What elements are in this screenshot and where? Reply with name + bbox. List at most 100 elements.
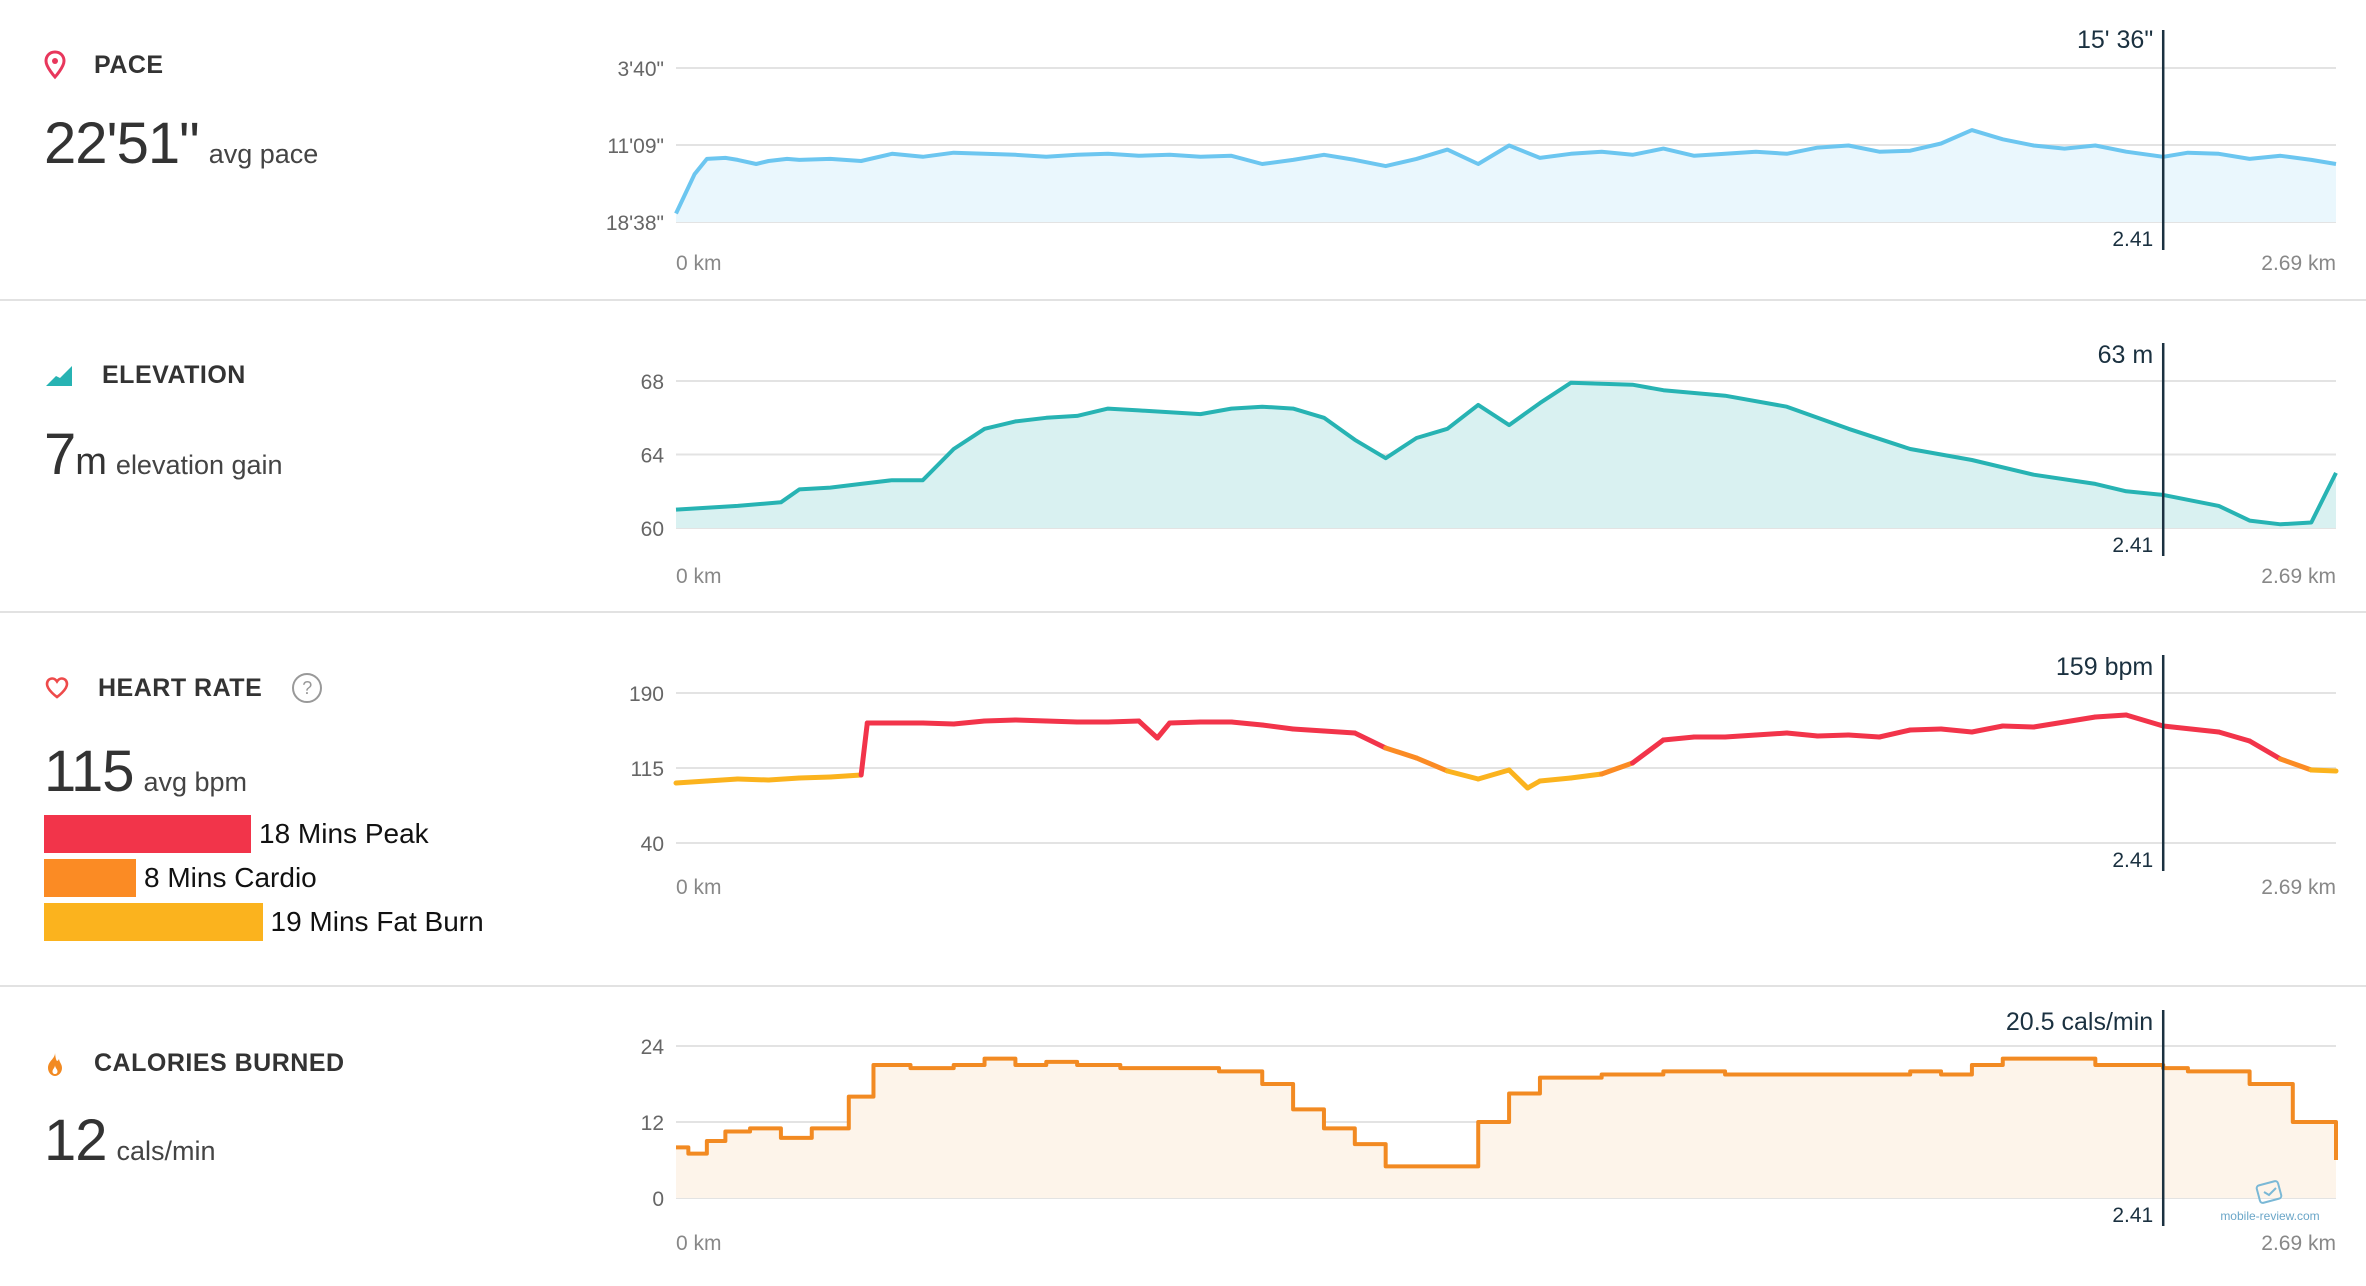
heart-rate-line-segment xyxy=(1012,717,1049,724)
elevation-section: ELEVATION 7 m elevation gain xyxy=(0,301,2366,611)
zone-fat-burn-bar xyxy=(44,903,263,941)
cursor-km-label: 2.41 xyxy=(2112,849,2153,872)
heart-rate-chart: 190 115 40 0 km 2.69 km 159 bpm 2.41 xyxy=(629,653,2339,899)
zone-fat-burn: 19 Mins Fat Burn xyxy=(44,900,484,944)
heart-rate-line-segment xyxy=(735,776,772,783)
x-start-label: 0 km xyxy=(676,1232,722,1255)
y-tick-label: 0 xyxy=(652,1188,664,1211)
heart-rate-header: HEART RATE ? xyxy=(44,673,323,703)
heart-rate-line-segment xyxy=(673,778,710,786)
heart-rate-line-segment xyxy=(1228,719,1265,728)
heart-rate-line-segment xyxy=(1599,760,1636,777)
pace-value-row: 22'51" avg pace xyxy=(44,110,318,177)
elevation-title: ELEVATION xyxy=(102,361,246,389)
heart-rate-section: HEART RATE ? 115 avg bpm 18 Mins Peak 8 … xyxy=(0,613,2366,985)
divider xyxy=(0,299,2366,301)
calories-section: CALORIES BURNED 12 cals/min xyxy=(0,987,2366,1286)
heart-rate-line-segment xyxy=(2061,714,2098,725)
y-tick-label: 11'09" xyxy=(607,135,664,158)
pace-title: PACE xyxy=(94,50,164,79)
pace-area xyxy=(676,130,2336,222)
elevation-chart: 68 64 60 0 km 2.69 km 63 m 2.41 xyxy=(641,341,2338,588)
x-end-label: 2.69 km xyxy=(2261,876,2336,899)
heart-rate-line-segment xyxy=(2216,729,2253,744)
mountain-icon xyxy=(46,365,72,386)
help-icon[interactable]: ? xyxy=(292,673,323,703)
zone-cardio-bar xyxy=(44,859,136,897)
elevation-value-row: 7 m elevation gain xyxy=(44,421,283,488)
heart-rate-line-segment xyxy=(1876,727,1913,740)
zone-peak-bar xyxy=(44,815,251,853)
heart-rate-line-segment xyxy=(1753,730,1790,738)
heart-rate-line-segment xyxy=(1938,726,1975,735)
elevation-unit: elevation gain xyxy=(115,450,283,480)
heart-rate-line-segment xyxy=(827,772,864,780)
heart-rate-line-segment xyxy=(920,720,957,727)
heart-rate-line-segment xyxy=(2000,723,2037,730)
x-end-label: 2.69 km xyxy=(2261,1232,2336,1255)
heart-rate-title: HEART RATE xyxy=(98,673,263,702)
x-start-label: 0 km xyxy=(676,565,722,588)
heart-rate-line-segment xyxy=(1290,726,1327,734)
calories-value: 12 xyxy=(44,1108,108,1173)
y-tick-label: 40 xyxy=(641,833,664,856)
heart-rate-line-segment xyxy=(1105,718,1142,725)
heart-rate-line-segment xyxy=(1815,732,1851,739)
watermark: mobile-review.com xyxy=(2220,1180,2320,1223)
heart-rate-line-segment xyxy=(1383,745,1420,761)
heart-rate-zones: 18 Mins Peak 8 Mins Cardio 19 Mins Fat B… xyxy=(44,812,484,944)
y-tick-label: 24 xyxy=(641,1036,665,1059)
divider xyxy=(0,611,2366,613)
calories-line xyxy=(676,1056,2338,1169)
heart-rate-line-segment xyxy=(2031,719,2067,730)
heart-rate-line-segment xyxy=(1352,730,1389,751)
heart-rate-line-segment xyxy=(796,774,833,781)
calories-header: CALORIES BURNED xyxy=(44,1049,345,1078)
zone-fat-burn-label: 19 Mins Fat Burn xyxy=(270,906,484,937)
cursor-km-label: 2.41 xyxy=(2112,534,2153,557)
calories-title: CALORIES BURNED xyxy=(94,1049,345,1077)
pace-value: 22'51" xyxy=(44,111,200,176)
heart-rate-line-segment xyxy=(1321,728,1358,736)
x-start-label: 0 km xyxy=(676,876,722,899)
elevation-header: ELEVATION xyxy=(44,361,246,390)
watermark-text: mobile-review.com xyxy=(2220,1209,2320,1223)
heart-rate-line-segment xyxy=(1136,718,1160,741)
heart-rate-line-segment xyxy=(1537,775,1574,784)
heart-rate-unit: avg bpm xyxy=(143,767,248,797)
heart-rate-line-segment xyxy=(1506,767,1531,791)
elevation-area xyxy=(676,382,2336,528)
elevation-line xyxy=(675,380,2338,527)
divider xyxy=(0,985,2366,987)
zone-cardio: 8 Mins Cardio xyxy=(44,856,484,900)
heart-rate-line-segment xyxy=(2277,756,2314,773)
pace-section: PACE 22'51" avg pace xyxy=(0,0,2366,300)
heart-rate-line-segment xyxy=(1907,726,1944,733)
calories-chart: 24 12 0 0 km 2.69 km 20.5 cals/min 2.41 xyxy=(641,1008,2338,1255)
pace-chart: 3'40" 11'09" 18'38" 0 km 2.69 km 15' 36" 2.41 xyxy=(606,26,2337,275)
calories-area xyxy=(676,1058,2336,1198)
heart-rate-line-segment xyxy=(1845,732,1882,740)
heart-rate-line-segment xyxy=(1259,722,1296,732)
zone-peak-label: 18 Mins Peak xyxy=(259,818,429,849)
heart-rate-line-segment xyxy=(1043,718,1080,725)
heart-rate-line-segment xyxy=(982,717,1018,724)
heart-rate-line-segment xyxy=(1154,720,1173,741)
watermark-logo-icon xyxy=(2255,1180,2283,1204)
x-start-label: 0 km xyxy=(676,252,722,275)
flame-icon xyxy=(48,1052,62,1076)
y-tick-label: 190 xyxy=(629,683,664,706)
x-end-label: 2.69 km xyxy=(2261,252,2336,275)
heart-icon xyxy=(45,677,69,699)
heart-rate-line-segment xyxy=(1630,737,1666,766)
cursor-km-label: 2.41 xyxy=(2112,1204,2153,1227)
heart-rate-line-segment xyxy=(1660,734,1697,743)
heart-rate-line-segment xyxy=(1568,771,1605,781)
cursor-value-label: 15' 36" xyxy=(2077,26,2153,54)
heart-rate-line-segment xyxy=(1444,768,1481,782)
y-tick-label: 18'38" xyxy=(606,212,664,235)
calories-unit: cals/min xyxy=(116,1136,216,1166)
heart-rate-line-segment xyxy=(1722,732,1759,740)
heart-rate-line-segment xyxy=(1969,723,2006,735)
